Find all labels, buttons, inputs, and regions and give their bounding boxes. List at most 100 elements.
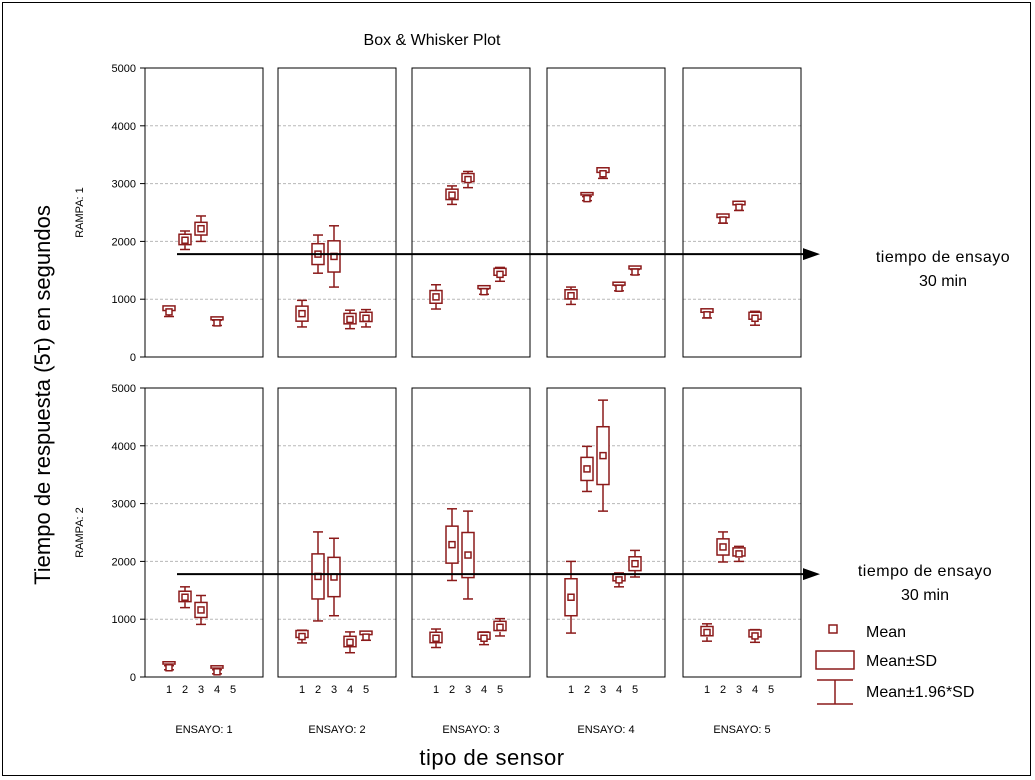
mean-marker: [703, 311, 711, 319]
plot-panels: 0 1000 2000 3000 4000 5000 RAMPA: 1 0 1000 2000 30…: [74, 63, 1010, 736]
reference-label: tiempo de ensayo: [876, 249, 1010, 266]
column-label: ENSAYO: 5: [713, 724, 770, 736]
mean-marker: [719, 543, 727, 551]
x-tick-label: 4: [214, 684, 220, 696]
mean-marker: [165, 664, 173, 672]
x-tick-label: 3: [736, 684, 742, 696]
y-tick-label: 5000: [112, 63, 136, 75]
panel-frame: [546, 387, 666, 678]
panel-frame: [682, 67, 802, 358]
x-tick-label: 3: [600, 684, 606, 696]
mean-marker: [298, 632, 306, 641]
sd-box: [162, 661, 176, 665]
x-tick-label: 4: [752, 684, 758, 696]
mean-marker: [346, 638, 354, 647]
x-tick-label: 5: [230, 684, 236, 696]
panel-frame: [144, 387, 264, 678]
y-tick-label: 1000: [112, 614, 136, 626]
column-label: ENSAYO: 3: [442, 724, 499, 736]
x-tick-label: 1: [166, 684, 172, 696]
mean-marker: [719, 216, 727, 224]
mean-marker: [615, 576, 623, 584]
column-label: ENSAYO: 1: [175, 724, 232, 736]
mean-marker: [631, 268, 639, 276]
mean-marker: [346, 315, 354, 324]
mean-marker: [165, 308, 173, 316]
x-tick-label: 4: [347, 684, 353, 696]
mean-marker: [432, 634, 440, 643]
reference-arrowhead: [803, 568, 820, 581]
panel-frame: [144, 67, 264, 358]
mean-marker: [615, 284, 623, 292]
x-tick-label: 2: [315, 684, 321, 696]
sd-box: [580, 191, 594, 196]
x-tick-label: 1: [433, 684, 439, 696]
reference-sublabel: 30 min: [901, 587, 949, 604]
y-tick-label: 3000: [112, 499, 136, 511]
mean-marker: [213, 668, 221, 676]
mean-marker: [362, 314, 370, 323]
mean-marker: [496, 623, 504, 632]
reference-arrowhead: [803, 248, 820, 261]
mean-marker: [480, 287, 488, 296]
mean-marker: [583, 465, 591, 473]
mean-marker: [298, 309, 306, 318]
panel-frame: [277, 387, 397, 678]
y-tick-label: 2000: [112, 236, 136, 248]
legend-mean-label: Mean: [866, 624, 906, 641]
mean-marker: [197, 224, 205, 233]
x-tick-label: 5: [768, 684, 774, 696]
mean-marker: [735, 550, 743, 558]
column-label: ENSAYO: 2: [308, 724, 365, 736]
mean-marker: [631, 559, 639, 568]
panel-frame: [411, 67, 531, 358]
mean-marker: [197, 606, 205, 614]
mean-marker: [464, 551, 472, 559]
y-tick-label: 0: [130, 672, 136, 684]
x-tick-label: 2: [584, 684, 590, 696]
mean-marker: [703, 628, 711, 637]
y-tick-label: 3000: [112, 179, 136, 191]
mean-marker: [599, 170, 607, 178]
x-tick-label: 3: [465, 684, 471, 696]
x-tick-label: 5: [497, 684, 503, 696]
x-tick-label: 1: [299, 684, 305, 696]
column-label: ENSAYO: 4: [577, 724, 634, 736]
mean-marker: [181, 236, 189, 244]
legend-sd-label: Mean±SD: [866, 653, 937, 670]
legend: Mean Mean±SD Mean±1.96*SD: [815, 624, 974, 705]
x-axis-label: tipo de sensor: [419, 745, 564, 770]
y-tick-label: 2000: [112, 556, 136, 568]
panel-frame: [411, 387, 531, 678]
mean-marker: [181, 593, 189, 601]
x-tick-label: 2: [182, 684, 188, 696]
x-tick-label: 2: [720, 684, 726, 696]
y-tick-label: 4000: [112, 121, 136, 133]
chart-title: Box & Whisker Plot: [364, 32, 501, 49]
y-tick-label: 0: [130, 352, 136, 364]
mean-marker: [432, 293, 440, 301]
panel-frame: [682, 387, 802, 678]
x-tick-label: 5: [363, 684, 369, 696]
sd-box: [210, 665, 224, 669]
mean-marker: [599, 451, 607, 460]
row-label: RAMPA: 1: [74, 187, 86, 238]
y-axis-label: Tiempo de respuesta (5τ) en segundos: [30, 205, 55, 585]
y-tick-label: 5000: [112, 383, 136, 395]
mean-marker: [448, 191, 456, 199]
mean-marker: [480, 634, 488, 643]
reference-sublabel: 30 min: [919, 273, 967, 290]
mean-marker: [751, 632, 759, 640]
legend-sd-box: [815, 650, 855, 670]
panel-frame: [277, 67, 397, 358]
x-tick-label: 1: [568, 684, 574, 696]
row-label: RAMPA: 2: [74, 507, 86, 558]
mean-marker: [567, 593, 575, 601]
mean-marker: [583, 194, 591, 203]
y-tick-label: 1000: [112, 294, 136, 306]
legend-mean-marker: [828, 624, 838, 634]
mean-marker: [496, 270, 504, 279]
x-tick-label: 4: [481, 684, 487, 696]
